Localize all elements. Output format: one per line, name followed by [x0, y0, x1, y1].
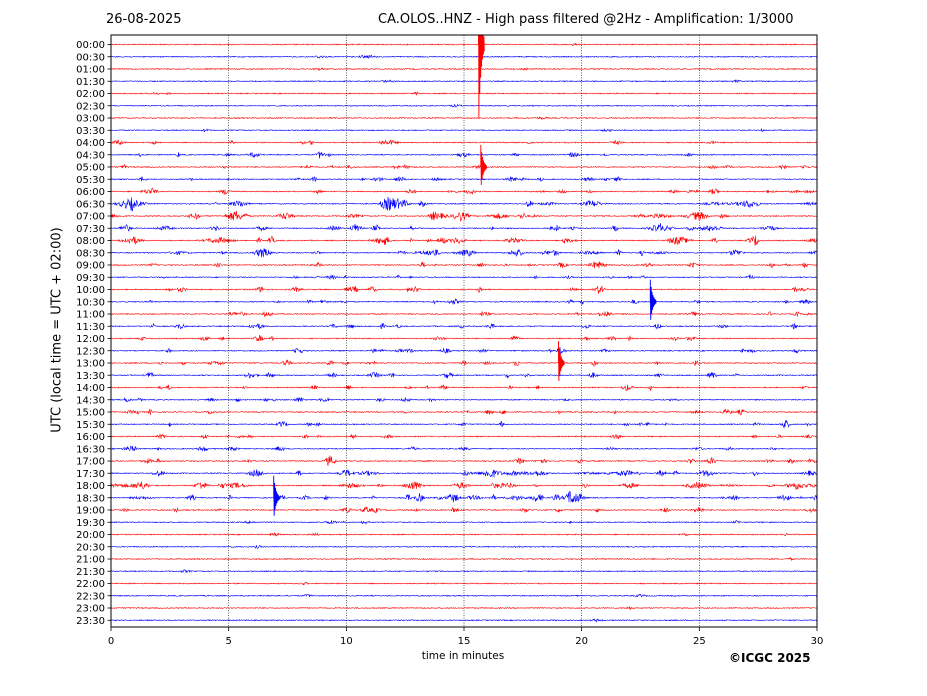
trace-row: [111, 557, 817, 562]
y-tick-label: 10:30: [76, 297, 105, 308]
y-tick-label: 08:00: [76, 236, 105, 247]
y-tick-label: 16:30: [76, 444, 105, 455]
y-tick-label: 23:00: [76, 604, 105, 615]
event-waveform: [480, 144, 488, 186]
y-tick-label: 21:00: [76, 555, 105, 566]
x-tick-label: 30: [811, 636, 824, 647]
y-tick-label: 22:30: [76, 591, 105, 602]
event-waveform: [649, 279, 657, 320]
y-tick-label: 04:00: [76, 138, 105, 149]
y-tick-label: 05:00: [76, 163, 105, 174]
y-tick-label: 00:30: [76, 52, 105, 63]
y-tick-label: 15:30: [76, 420, 105, 431]
y-tick-label: 13:00: [76, 359, 105, 370]
y-tick-label: 00:00: [76, 40, 105, 51]
trace-row: [111, 455, 817, 467]
y-tick-label: 05:30: [76, 175, 105, 186]
trace-row: [111, 273, 817, 280]
copyright-label: ©ICGC 2025: [729, 651, 811, 665]
y-tick-label: 13:30: [76, 371, 105, 382]
y-tick-label: 03:30: [76, 126, 105, 137]
y-tick-label: 19:00: [76, 506, 105, 517]
y-tick-label: 20:00: [76, 530, 105, 541]
y-tick-label: 12:00: [76, 334, 105, 345]
x-tick-label: 15: [458, 636, 471, 647]
y-tick-label: 22:00: [76, 579, 105, 590]
y-tick-label: 16:00: [76, 432, 105, 443]
trace-row: [111, 396, 817, 403]
y-tick-label: 07:00: [76, 212, 105, 223]
trace-row: [111, 54, 817, 59]
x-tick-label: 20: [575, 636, 588, 647]
y-tick-label: 08:30: [76, 248, 105, 259]
grid-lines: [228, 35, 700, 627]
y-tick-label: 02:30: [76, 101, 105, 112]
trace-row: [111, 419, 817, 429]
trace-row: [111, 67, 817, 71]
y-tick-label: 10:00: [76, 285, 105, 296]
x-tick-label: 25: [693, 636, 706, 647]
y-tick-label: 14:30: [76, 395, 105, 406]
chart-title: CA.OLOS..HNZ - High pass filtered @2Hz -…: [378, 12, 794, 27]
trace-row: [111, 359, 817, 368]
trace-row: [111, 187, 817, 195]
trace-row: [111, 532, 817, 537]
y-tick-label: 01:00: [76, 65, 105, 76]
x-tick-label: 5: [225, 636, 231, 647]
y-tick-label: 11:30: [76, 322, 105, 333]
trace-row: [111, 164, 817, 170]
y-tick-label: 18:30: [76, 493, 105, 504]
y-tick-label: 11:00: [76, 310, 105, 321]
event-waveform: [478, 35, 485, 119]
trace-row: [111, 408, 817, 416]
y-tick-label: 23:30: [76, 616, 105, 627]
trace-row: [111, 139, 817, 146]
y-tick-label: 09:30: [76, 273, 105, 284]
trace-row: [111, 298, 817, 305]
trace-row: [111, 545, 817, 549]
y-tick-label: 17:30: [76, 469, 105, 480]
trace-row: [111, 506, 817, 514]
y-tick-label: 14:00: [76, 383, 105, 394]
trace-row: [111, 384, 817, 392]
y-tick-label: 09:00: [76, 261, 105, 272]
trace-row: [111, 261, 817, 269]
trace-row: [111, 582, 817, 586]
y-tick-label: 06:30: [76, 199, 105, 210]
trace-row: [111, 433, 817, 440]
x-tick-label: 0: [108, 636, 114, 647]
y-tick-label: 04:30: [76, 150, 105, 161]
trace-row: [111, 285, 817, 294]
y-tick-label: 02:00: [76, 89, 105, 100]
trace-row: [111, 310, 817, 317]
event-waveform: [558, 340, 565, 382]
y-tick-label: 07:30: [76, 224, 105, 235]
trace-row: [111, 196, 817, 212]
trace-row: [111, 42, 817, 47]
y-tick-label: 19:30: [76, 518, 105, 529]
event-waveform: [273, 475, 281, 516]
y-tick-label: 17:00: [76, 457, 105, 468]
y-tick-label: 12:30: [76, 346, 105, 357]
y-tick-label: 15:00: [76, 408, 105, 419]
y-tick-label: 20:30: [76, 542, 105, 553]
y-tick-label: 21:30: [76, 567, 105, 578]
y-tick-label: 03:00: [76, 114, 105, 125]
trace-row: [111, 176, 817, 183]
trace-row: [111, 569, 817, 574]
date-label: 26-08-2025: [106, 12, 182, 27]
y-tick-label: 18:00: [76, 481, 105, 492]
y-tick-label: 06:00: [76, 187, 105, 198]
x-tick-label: 10: [340, 636, 353, 647]
y-tick-label: 01:30: [76, 77, 105, 88]
x-axis-label: time in minutes: [421, 650, 505, 662]
